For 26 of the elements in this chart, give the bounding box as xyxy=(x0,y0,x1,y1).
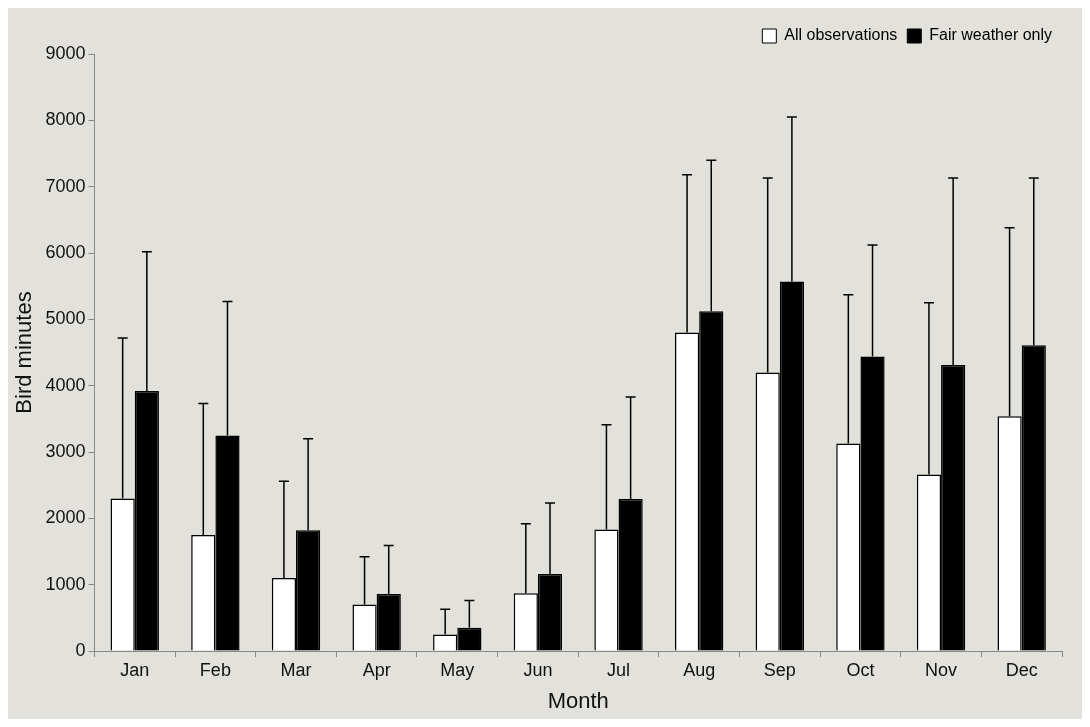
x-tick-label: Oct xyxy=(846,659,875,680)
x-tick-label: Apr xyxy=(362,659,391,680)
x-tick-label: Jan xyxy=(120,659,150,680)
y-tick-label: 7000 xyxy=(45,175,86,196)
y-tick-label: 3000 xyxy=(45,440,86,461)
x-tick-label: Jul xyxy=(607,659,631,680)
y-tick-label: 6000 xyxy=(45,241,86,262)
x-tick-label: Jun xyxy=(523,659,553,680)
x-axis-title: Month xyxy=(547,687,609,713)
y-axis-title: Bird minutes xyxy=(11,291,37,414)
y-tick-label: 2000 xyxy=(45,507,86,528)
x-tick-label: May xyxy=(440,659,475,680)
y-tick-label: 8000 xyxy=(45,109,86,130)
x-tick-label: Aug xyxy=(683,659,716,680)
y-tick-label: 4000 xyxy=(45,374,86,395)
y-tick-label: 5000 xyxy=(45,308,86,329)
x-tick-label: Nov xyxy=(925,659,958,680)
x-tick-label: Feb xyxy=(199,659,231,680)
legend-label: All observations xyxy=(784,26,898,44)
y-tick-label: 1000 xyxy=(45,573,86,594)
y-tick-label: 9000 xyxy=(45,42,86,63)
y-tick-label: 0 xyxy=(75,639,86,660)
x-tick-label: Mar xyxy=(280,659,312,680)
legend-label: Fair weather only xyxy=(929,26,1052,44)
x-tick-label: Dec xyxy=(1005,659,1038,680)
x-tick-label: Sep xyxy=(763,659,796,680)
